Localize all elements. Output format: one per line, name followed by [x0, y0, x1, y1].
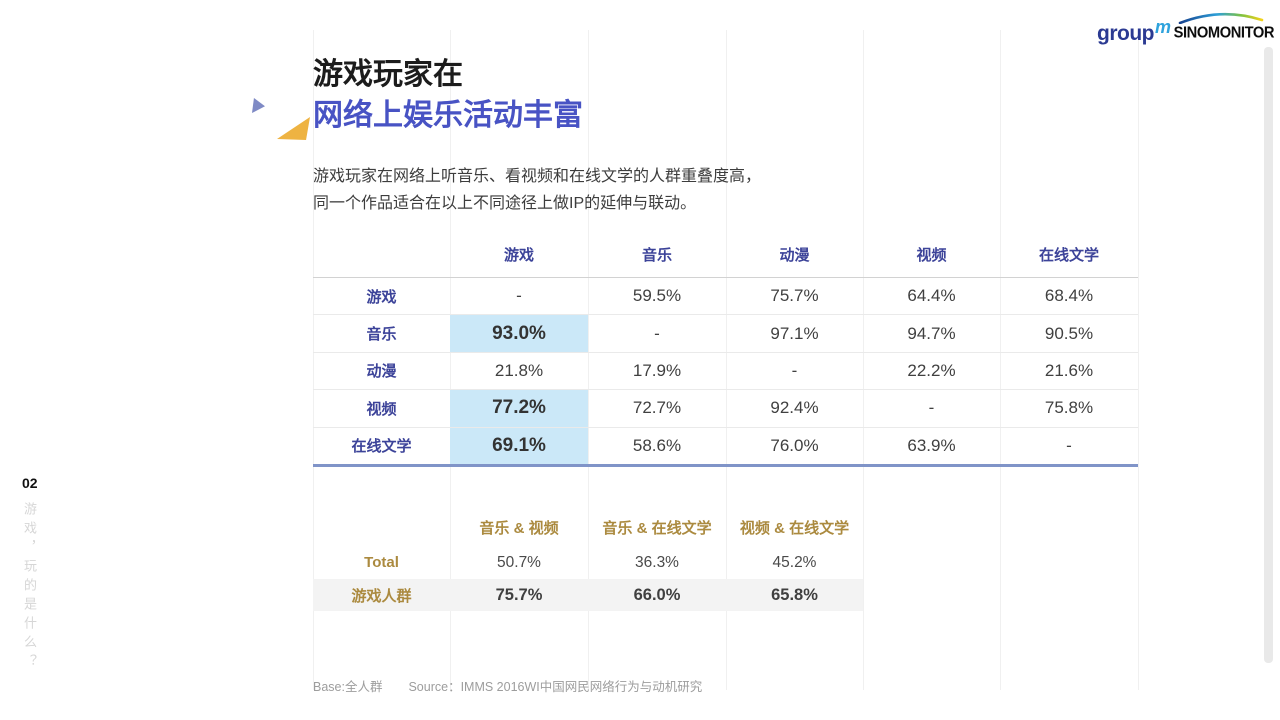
column-gridline [863, 30, 864, 690]
combo-overlap-table: 音乐 & 视频 音乐 & 在线文学 视频 & 在线文学 Total 50.7% … [313, 508, 863, 611]
overlap-matrix-table: 游戏 音乐 动漫 视频 在线文学 游戏 - 59.5% 75.7% 64.4% … [313, 232, 1138, 467]
table-cell: 94.7% [907, 323, 956, 343]
table-row: 游戏 - 59.5% 75.7% 64.4% 68.4% [313, 277, 1138, 314]
intro-line1: 游戏玩家在网络上听音乐、看视频和在线文学的人群重叠度高， [313, 168, 762, 185]
base-label: Base:全人群 [313, 680, 383, 694]
row-header: 游戏 [366, 288, 397, 306]
row-header: 游戏人群 [351, 587, 412, 605]
triangle-accent-blue-icon [252, 98, 265, 113]
table-row: 音乐 93.0% - 97.1% 94.7% 90.5% [313, 314, 1138, 352]
table-row-gamers: 游戏人群 75.7% 66.0% 65.8% [313, 579, 863, 611]
table-cell: - [516, 286, 522, 306]
table-cell: 22.2% [907, 360, 956, 380]
table-cell: - [1066, 435, 1072, 455]
row-header: Total [364, 554, 399, 571]
table-cell: 45.2% [772, 553, 817, 571]
table-cell: 90.5% [1044, 323, 1094, 343]
column-header: 音乐 & 视频 [479, 519, 559, 537]
groupm-logo-text: group [1097, 22, 1154, 45]
table-cell: 76.0% [770, 435, 819, 455]
table-cell: - [791, 360, 798, 380]
scrollbar[interactable] [1264, 47, 1273, 663]
table-header-row: 游戏 音乐 动漫 视频 在线文学 [313, 232, 1138, 277]
groupm-m-icon: m [1154, 17, 1171, 37]
table-cell: 17.9% [632, 360, 682, 380]
sinomonitor-arc-icon [1178, 12, 1264, 24]
column-header: 视频 [916, 247, 947, 264]
row-header: 在线文学 [351, 438, 412, 456]
table-cell-highlighted: 93.0% [450, 315, 588, 352]
table-header-row: 音乐 & 视频 音乐 & 在线文学 视频 & 在线文学 [313, 508, 863, 546]
column-header: 视频 & 在线文学 [739, 519, 850, 537]
table-cell: 58.6% [632, 435, 682, 455]
corner-cell [313, 232, 450, 277]
triangle-accent-yellow-icon [277, 117, 310, 140]
column-header: 动漫 [779, 247, 810, 264]
table-cell: - [654, 323, 660, 343]
column-header: 游戏 [503, 247, 534, 264]
table-cell: 92.4% [770, 398, 819, 418]
intro-paragraph: 游戏玩家在网络上听音乐、看视频和在线文学的人群重叠度高， 同一个作品适合在以上不… [313, 163, 761, 217]
column-gridline [313, 30, 314, 690]
table-cell: 75.8% [1044, 398, 1094, 418]
table-cell: 75.7% [770, 286, 819, 306]
column-header: 音乐 [641, 247, 672, 264]
column-gridline [1000, 30, 1001, 690]
chapter-title-vertical: 游戏，玩的是什么？ [22, 502, 37, 673]
row-header: 音乐 [366, 326, 397, 344]
table-row: 视频 77.2% 72.7% 92.4% - 75.8% [313, 389, 1138, 427]
corner-cell [313, 508, 450, 546]
table-cell: 75.7% [495, 585, 543, 604]
column-gridline [588, 30, 589, 690]
table-cell-highlighted: 69.1% [450, 427, 588, 464]
table-cell: 64.4% [907, 286, 956, 306]
row-header: 视频 [366, 400, 397, 418]
chapter-number: 02 [22, 475, 38, 491]
groupm-logo: groupm [1097, 17, 1171, 46]
source-note: Base:全人群 Source：IMMS 2016WI中国网民网络行为与动机研究 [313, 676, 702, 695]
table-cell: 21.8% [494, 360, 544, 380]
column-gridline [450, 30, 451, 690]
column-gridline [1138, 30, 1139, 690]
table-cell: 68.4% [1044, 286, 1094, 306]
page-title-line1: 游戏玩家在 [313, 58, 463, 91]
column-header: 音乐 & 在线文学 [602, 519, 712, 537]
table-cell-highlighted: 77.2% [450, 390, 588, 427]
source-label: Source：IMMS 2016WI中国网民网络行为与动机研究 [408, 680, 703, 694]
page-title-line2: 网络上娱乐活动丰富 [313, 99, 583, 132]
intro-line2: 同一个作品适合在以上不同途径上做IP的延伸与联动。 [313, 195, 697, 212]
table-row: 动漫 21.8% 17.9% - 22.2% 21.6% [313, 351, 1138, 389]
table-cell: 65.8% [771, 585, 818, 604]
table-cell: 63.9% [907, 435, 956, 455]
column-header: 在线文学 [1038, 247, 1099, 264]
table-cell: 50.7% [497, 553, 541, 571]
table-cell: 66.0% [633, 585, 681, 604]
table-cell: - [928, 398, 935, 418]
table-cell: 59.5% [632, 286, 682, 306]
sinomonitor-logo-text: SINOMONITOR [1173, 22, 1275, 42]
row-header: 动漫 [366, 363, 397, 381]
column-gridline [726, 30, 727, 690]
table-cell: 72.7% [632, 398, 682, 418]
table-cell: 97.1% [770, 323, 819, 343]
table-cell: 21.6% [1044, 360, 1094, 380]
table-row-total: Total 50.7% 36.3% 45.2% [313, 546, 863, 579]
table-cell: 36.3% [635, 553, 679, 571]
sinomonitor-logo: SINOMONITOR [1174, 11, 1274, 42]
table-row: 在线文学 69.1% 58.6% 76.0% 63.9% - [313, 426, 1138, 464]
